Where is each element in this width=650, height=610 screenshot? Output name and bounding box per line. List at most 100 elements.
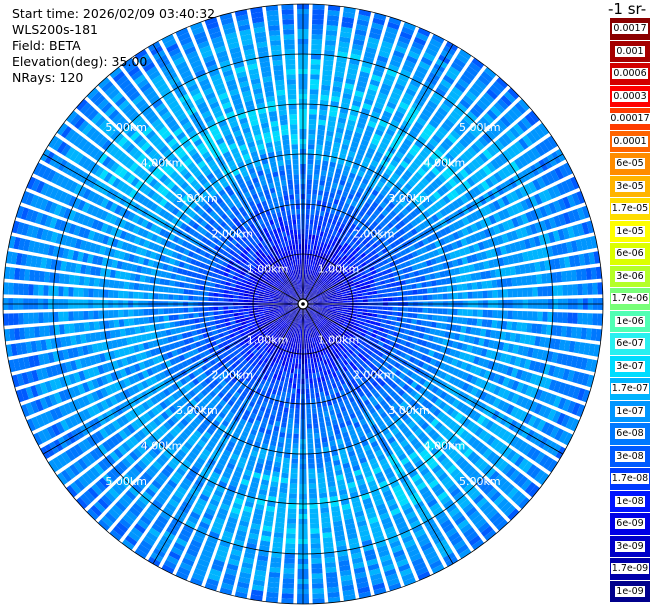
range-gate-cell: [304, 294, 306, 300]
range-gate-cell: [488, 371, 496, 382]
range-gate-cell: [412, 74, 424, 84]
range-gate-cell: [324, 272, 329, 278]
range-gate-cell: [527, 287, 533, 297]
range-gate-cell: [457, 219, 465, 228]
range-gate-cell: [347, 278, 353, 283]
range-gate-cell: [389, 359, 397, 366]
range-gate-cell: [316, 230, 321, 236]
range-gate-cell: [597, 282, 603, 295]
range-gate-cell: [376, 395, 384, 403]
range-gate-cell: [525, 225, 533, 236]
range-gate-cell: [486, 319, 493, 328]
range-gate-cell: [471, 345, 478, 355]
range-gate-cell: [385, 128, 395, 137]
range-gate-cell: [324, 265, 329, 271]
range-gate-cell: [423, 380, 431, 389]
range-gate-cell: [328, 115, 337, 122]
range-gate-cell: [376, 205, 384, 213]
range-gate-cell: [313, 314, 318, 319]
range-gate-cell: [369, 336, 375, 342]
range-gate-cell: [392, 331, 399, 337]
range-gate-cell: [445, 94, 457, 105]
range-gate-cell: [425, 259, 433, 267]
range-gate-cell: [309, 310, 314, 315]
range-gate-cell: [482, 432, 492, 443]
range-gate-cell: [451, 316, 458, 324]
range-gate-cell: [477, 309, 483, 318]
range-gate-cell: [343, 6, 356, 14]
range-gate-cell: [354, 226, 361, 233]
range-gate-cell: [352, 136, 361, 144]
range-gate-cell: [308, 134, 316, 140]
range-gate-cell: [397, 452, 407, 462]
range-gate-cell: [470, 375, 479, 385]
range-gate-cell: [529, 209, 539, 221]
range-gate-cell: [317, 407, 323, 413]
range-gate-cell: [334, 347, 340, 354]
range-gate-cell: [332, 146, 340, 154]
range-gate-cell: [466, 317, 473, 326]
range-gate-cell: [273, 466, 281, 473]
range-gate-cell: [347, 68, 358, 76]
range-gate-cell: [398, 257, 405, 264]
range-gate-cell: [350, 400, 358, 408]
range-gate-cell: [274, 368, 280, 375]
range-gate-cell: [551, 244, 559, 256]
range-gate-cell: [353, 131, 363, 139]
range-gate-cell: [429, 358, 437, 366]
range-gate-cell: [474, 389, 483, 399]
range-gate-cell: [354, 90, 365, 98]
range-gate-cell: [522, 311, 528, 321]
range-gate-cell: [375, 321, 381, 327]
range-gate-cell: [558, 430, 569, 444]
range-gate-cell: [462, 463, 473, 474]
range-gate-cell: [394, 431, 403, 440]
range-gate-cell: [312, 189, 318, 195]
range-gate-cell: [322, 259, 327, 265]
range-gate-cell: [488, 202, 497, 213]
range-gate-cell: [324, 248, 329, 255]
range-gate-cell: [523, 413, 533, 425]
range-gate-cell: [373, 277, 380, 283]
range-gate-cell: [512, 310, 518, 320]
range-gate-cell: [386, 288, 393, 293]
range-gate-cell: [325, 313, 331, 317]
range-gate-cell: [491, 320, 498, 329]
range-gate-cell: [418, 377, 427, 386]
range-gate-cell: [314, 291, 319, 295]
range-gate-cell: [536, 248, 544, 259]
range-gate-cell: [446, 316, 453, 323]
range-gate-cell: [314, 164, 321, 171]
range-gate-cell: [396, 78, 408, 87]
range-gate-cell: [456, 544, 469, 555]
range-gate-cell: [311, 24, 324, 30]
range-gate-cell: [467, 309, 473, 317]
range-gate-cell: [303, 289, 305, 295]
range-gate-cell: [276, 507, 286, 514]
range-gate-cell: [450, 189, 459, 199]
range-gate-cell: [322, 221, 327, 228]
range-gate-cell: [363, 326, 369, 331]
range-gate-cell: [348, 280, 354, 285]
range-gate-cell: [363, 444, 371, 452]
range-gate-cell: [308, 312, 312, 317]
range-gate-cell: [383, 133, 393, 141]
range-gate-cell: [482, 240, 490, 249]
range-gate-cell: [411, 283, 417, 289]
range-gate-cell: [394, 239, 401, 246]
range-gate-cell: [392, 444, 402, 453]
range-gate-cell: [378, 480, 388, 489]
range-gate-cell: [373, 12, 387, 21]
range-gate-cell: [427, 184, 436, 193]
range-gate-cell: [310, 275, 313, 281]
range-gate-cell: [450, 468, 461, 478]
range-gate-cell: [336, 163, 344, 170]
range-gate-cell: [340, 405, 347, 413]
range-gate-cell: [427, 100, 438, 110]
range-gate-cell: [377, 298, 383, 302]
range-gate-cell: [415, 566, 429, 576]
range-gate-cell: [383, 467, 393, 475]
range-gate-cell: [489, 470, 500, 482]
range-gate-cell: [432, 308, 438, 314]
range-gate-cell: [408, 148, 418, 157]
